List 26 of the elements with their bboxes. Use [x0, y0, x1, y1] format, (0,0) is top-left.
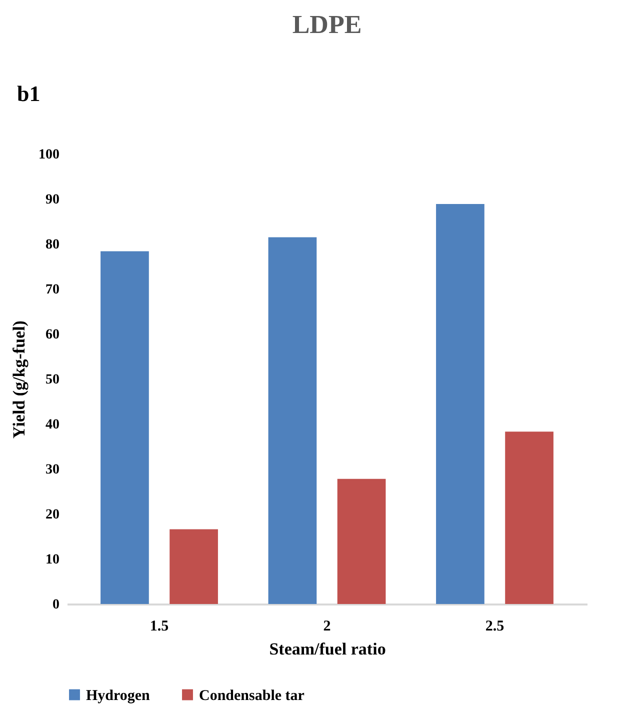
y-tick-label: 100 [38, 148, 60, 162]
y-tick-label: 90 [46, 192, 60, 208]
legend-label: Hydrogen [86, 688, 151, 704]
text: b1 [17, 81, 40, 106]
bar [337, 478, 386, 604]
y-tick-label: 50 [46, 372, 60, 388]
bar [436, 204, 484, 604]
y-tick-label: 10 [46, 552, 60, 568]
y-tick-label: 40 [46, 418, 60, 432]
x-tick-label: 1.5 [150, 618, 169, 634]
bar [100, 251, 149, 604]
x-axis-title: Steam/fuel ratio [269, 640, 386, 658]
chart-title: LDPE [292, 10, 362, 39]
y-tick-label: 0 [52, 598, 60, 612]
y-tick-label: 20 [46, 508, 60, 522]
y-axis-title: Yield (g/kg-fuel) [10, 320, 28, 438]
bar [268, 237, 317, 604]
bar [170, 529, 218, 604]
y-tick-label: 80 [46, 238, 60, 252]
bar [505, 432, 554, 604]
legend-label: Condensable tar [199, 688, 305, 704]
x-tick-label: 2 [323, 618, 331, 634]
y-tick-label: 70 [46, 282, 60, 298]
x-tick-label: 2.5 [485, 618, 504, 634]
y-tick-label: 30 [46, 462, 60, 478]
y-tick-label: 60 [46, 328, 60, 342]
